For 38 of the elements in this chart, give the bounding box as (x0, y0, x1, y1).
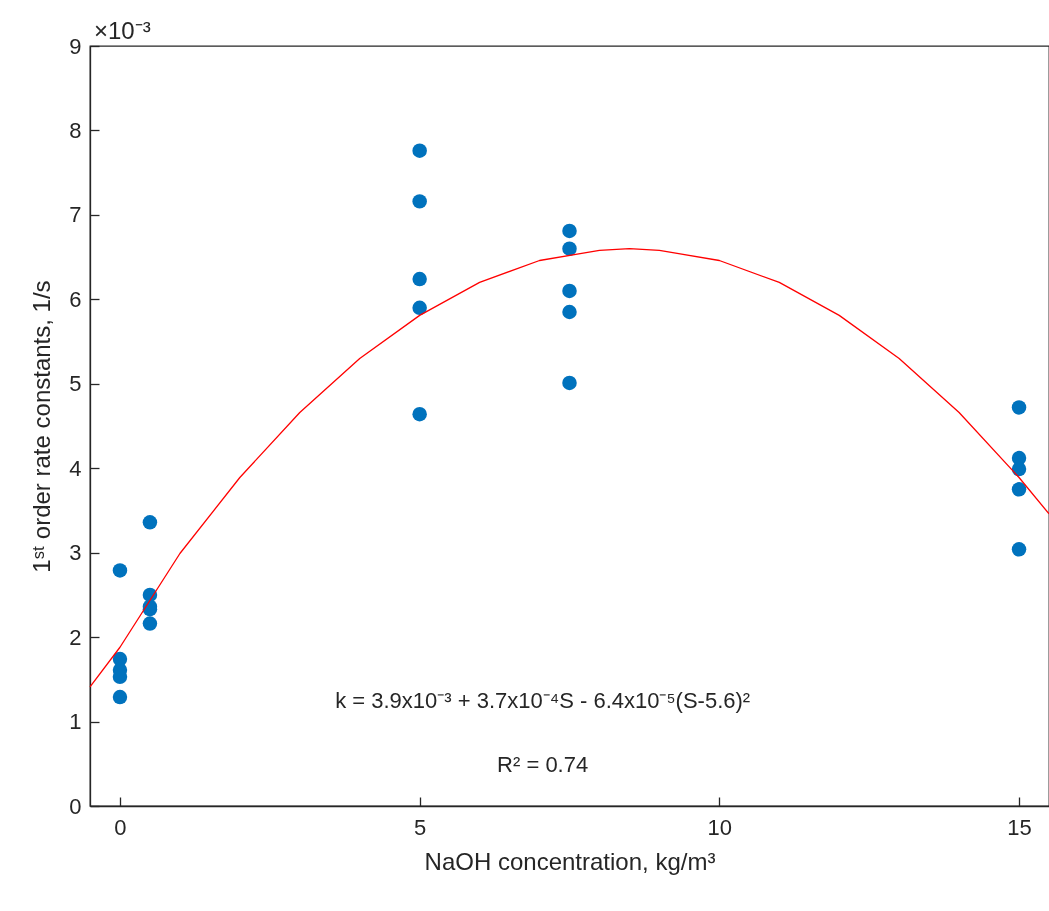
y-tick-label: 7 (69, 202, 82, 228)
y-tick-label: 4 (69, 455, 82, 481)
y-tick-label: 1 (69, 709, 82, 735)
x-tick-label: 0 (114, 814, 127, 840)
x-tick-label: 10 (707, 814, 733, 840)
y-tick-label: 8 (69, 117, 82, 143)
y-tick-label: 6 (69, 286, 82, 312)
point (112, 689, 128, 705)
point (1011, 542, 1027, 557)
point (562, 375, 577, 391)
point (412, 271, 427, 287)
point (1011, 482, 1027, 497)
annotation: k = 3.9x10⁻³ + 3.7x10⁻⁴S - 6.4x10⁻⁵(S-5.6)² (335, 688, 751, 714)
point (1011, 400, 1027, 415)
point (1011, 461, 1027, 477)
point (562, 304, 577, 320)
point (412, 300, 427, 316)
text: ×10⁻³ (94, 17, 151, 44)
y-axis-title: 1ˢᵗ order rate constants, 1/s (28, 280, 56, 573)
line-series (89, 248, 1049, 688)
point (412, 143, 427, 158)
point (142, 616, 158, 631)
point (112, 563, 128, 578)
y-tick-label: 2 (69, 624, 82, 650)
point (562, 241, 577, 256)
point (142, 515, 158, 530)
x-tick-label: 15 (1007, 814, 1032, 840)
y-tick-label: 5 (69, 371, 82, 397)
x-axis-title: NaOH concentration, kg/m³ (424, 847, 716, 875)
annotation: R² = 0.74 (497, 751, 589, 777)
point (412, 406, 427, 422)
y-tick-label: 9 (69, 33, 82, 59)
point (412, 194, 427, 209)
x-tick-label: 5 (414, 814, 427, 840)
y-tick-label: 3 (69, 540, 82, 566)
point (562, 223, 577, 239)
y-tick-label: 0 (69, 793, 82, 819)
point (562, 283, 577, 299)
